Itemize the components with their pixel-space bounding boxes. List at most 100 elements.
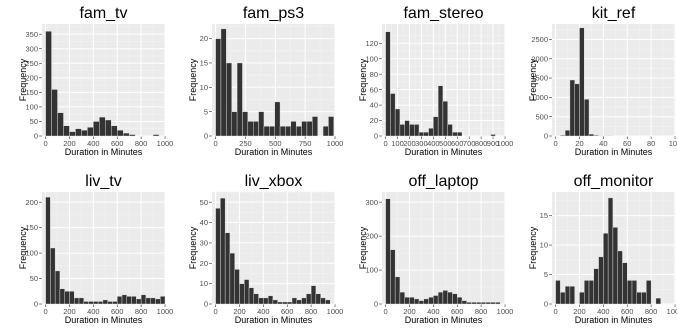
y-tick-label: 200 (365, 232, 378, 241)
histogram-bar (50, 247, 56, 305)
histogram-bar (617, 250, 623, 305)
histogram-bar (437, 291, 444, 305)
panel-off_laptop: off_laptop 0 200 400 600 800 1000 0 100 200 300 Dur… (358, 173, 513, 325)
histogram-bar (93, 301, 99, 305)
histogram-bar (78, 297, 84, 305)
panel-liv_tv: liv_tv0 200 400 600 800 1000050100150200Durat… (18, 173, 173, 325)
histogram-bar (452, 293, 458, 305)
histogram-bar (272, 299, 278, 305)
histogram-bar (447, 291, 453, 305)
histogram-bar (328, 116, 335, 137)
histogram-bar (555, 280, 561, 305)
histogram-bar (301, 121, 308, 137)
x-tick-label: 700 (463, 139, 476, 148)
x-tick-label: 400 (427, 139, 440, 148)
histogram-bar (117, 129, 124, 137)
histogram-bar (579, 292, 585, 305)
histogram-bar (480, 302, 487, 305)
x-tick-label: 0 (553, 139, 557, 148)
x-tick-label: 200 (63, 139, 76, 148)
y-tick-label: 30 (200, 239, 208, 248)
x-tick-label: 1000 (327, 307, 344, 316)
panel-title: kit_ref (592, 5, 636, 22)
histogram-bar (490, 134, 496, 137)
y-tick-label: 40 (200, 218, 208, 227)
y-axis-label: Frequency (528, 226, 538, 269)
x-tick-label: 400 (597, 307, 610, 316)
histogram-bar (627, 280, 633, 305)
x-tick-label: 400 (87, 307, 100, 316)
y-tick-label: 0 (34, 300, 38, 309)
histogram-bar (224, 232, 231, 305)
y-tick-label: 5 (544, 270, 548, 279)
histogram-bar (612, 227, 618, 305)
histogram-bar (123, 132, 130, 137)
panel-title: fam_tv (79, 5, 127, 22)
y-tick-label: 15 (200, 59, 208, 68)
y-tick-label: 500 (535, 112, 548, 121)
histogram-bar (325, 299, 331, 305)
histogram-bar (136, 298, 142, 305)
y-tick-label: 120 (365, 39, 378, 48)
histogram-bar (306, 121, 313, 137)
x-tick-label: 800 (645, 307, 658, 316)
x-tick-label: 500 (439, 139, 452, 148)
x-tick-label: 40 (599, 139, 607, 148)
x-tick-label: 200 (233, 307, 246, 316)
histogram-bar (282, 301, 288, 305)
y-axis-label: Frequency (528, 58, 538, 101)
histogram-bar (495, 302, 501, 305)
y-tick-label: 0 (204, 132, 208, 141)
histogram-bar (622, 262, 628, 305)
histogram-bar (310, 285, 317, 305)
histogram-bar (87, 127, 94, 137)
histogram-bar (655, 297, 661, 305)
histogram-bar (320, 297, 326, 305)
histogram-bar (215, 38, 222, 137)
histogram-bar (641, 292, 647, 305)
x-tick-label: 800 (135, 139, 148, 148)
panel-title: fam_stereo (403, 5, 483, 22)
y-tick-label: 10 (540, 241, 548, 250)
histogram-bar (579, 27, 585, 137)
histogram-bar (258, 297, 264, 305)
x-tick-label: 1000 (497, 139, 514, 148)
histogram-bar (394, 276, 401, 305)
histogram-bar (385, 31, 391, 137)
panel-liv_xbox: liv_xbox 0 200 400 600 800 1000 0 10 20 30 40 50 Dura… (188, 173, 343, 325)
histogram-bar (569, 79, 575, 137)
histogram-bar (105, 119, 112, 137)
y-tick-label: 250 (25, 59, 38, 68)
histogram-bar (296, 299, 302, 305)
histogram-bar (64, 291, 70, 305)
histogram-bar (102, 299, 108, 305)
histogram-bar (476, 302, 482, 305)
histogram-bar (131, 296, 137, 305)
histogram-bar (51, 89, 58, 137)
histogram-bar (295, 126, 302, 137)
panel-title: fam_ps3 (243, 5, 304, 22)
histogram-bar (574, 83, 580, 137)
histogram-bar (99, 116, 106, 137)
x-tick-label: 800 (305, 307, 318, 316)
histogram-bar (117, 296, 123, 305)
x-axis-label: Duration in Minutes (405, 147, 483, 157)
histogram-bar (258, 111, 265, 137)
histogram-bar (140, 294, 147, 305)
histogram-bar (442, 290, 448, 305)
y-tick-label: 0 (374, 300, 378, 309)
histogram-bar (452, 131, 458, 137)
histogram-bar (457, 297, 463, 305)
histogram-bar (111, 125, 118, 137)
histogram-bar (461, 300, 467, 305)
histogram-bar (428, 128, 434, 137)
histogram-bar (244, 279, 250, 305)
histogram-bar (322, 126, 329, 137)
y-tick-label: 20 (200, 259, 208, 268)
histogram-bar (97, 301, 104, 305)
histogram-bar (598, 256, 604, 305)
x-tick-label: 0 (43, 139, 47, 148)
x-tick-label: 400 (427, 307, 440, 316)
x-tick-label: 80 (647, 139, 655, 148)
